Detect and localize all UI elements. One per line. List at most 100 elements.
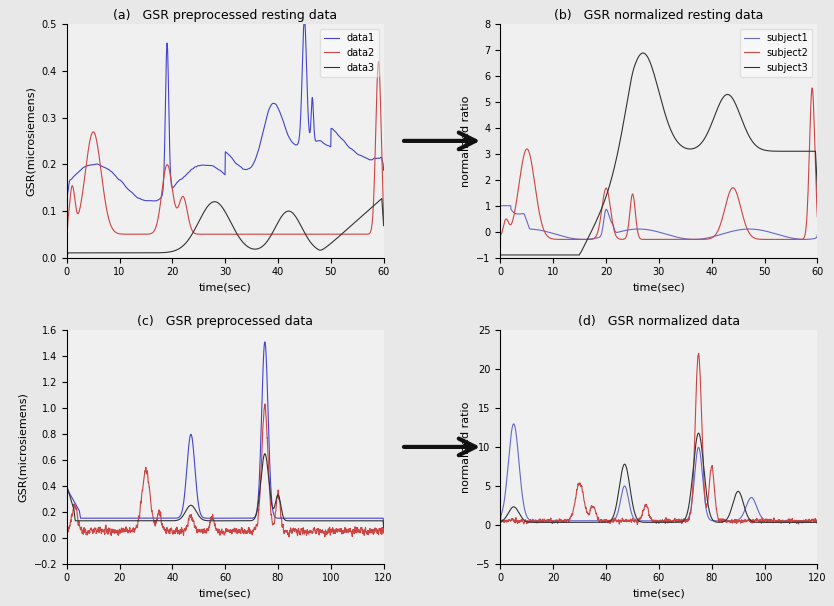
subject1 [764, 517, 774, 524]
subject2 [694, 350, 704, 357]
data2 [235, 230, 245, 238]
subject3 [812, 185, 822, 192]
data2 [379, 217, 389, 224]
subject3 [639, 519, 649, 526]
subject1 [800, 236, 810, 243]
subject1 [602, 207, 612, 214]
subject1 [539, 517, 549, 524]
subject2 [539, 516, 549, 524]
data2 [86, 525, 96, 532]
Y-axis label: GSR(microsiemens): GSR(microsiemens) [26, 86, 36, 196]
data2 [62, 530, 72, 538]
subject2 [807, 84, 817, 92]
data3 [62, 508, 72, 516]
data2 [330, 527, 340, 534]
data3 [379, 222, 389, 229]
Line: data1: data1 [67, 342, 384, 525]
subject2 [651, 236, 661, 243]
subject1 [530, 517, 540, 524]
subject2 [662, 236, 672, 243]
data1 [379, 521, 389, 528]
data1 [105, 514, 115, 522]
Y-axis label: normalized ratio: normalized ratio [461, 95, 471, 187]
subject3 [549, 251, 559, 259]
data3 [62, 251, 72, 259]
data1 [70, 500, 80, 507]
subject3 [539, 519, 549, 526]
subject1 [549, 230, 559, 238]
Y-axis label: GSR(microsiemens): GSR(microsiemens) [18, 392, 28, 502]
data1 [229, 156, 239, 164]
subject3 [602, 190, 612, 197]
data3 [229, 224, 239, 231]
subject3 [662, 117, 672, 124]
data3 [379, 524, 389, 531]
data1 [330, 514, 340, 522]
subject3 [812, 520, 822, 527]
subject3 [495, 251, 505, 259]
subject1 [812, 231, 822, 239]
data2 [168, 193, 178, 201]
subject3 [669, 133, 679, 140]
subject2 [537, 222, 547, 230]
Line: subject2: subject2 [500, 353, 817, 525]
data3 [105, 517, 115, 524]
data1 [62, 510, 72, 517]
data2 [115, 230, 125, 238]
data3 [260, 450, 270, 458]
subject1 [640, 517, 650, 524]
data1 [199, 161, 209, 168]
data2 [205, 514, 215, 522]
data3 [205, 517, 215, 524]
Title: (d)   GSR normalized data: (d) GSR normalized data [578, 315, 740, 328]
data3 [168, 247, 178, 255]
subject1 [509, 420, 519, 427]
Line: data2: data2 [67, 62, 384, 241]
data2 [70, 505, 80, 513]
X-axis label: time(sec): time(sec) [198, 283, 252, 293]
data2 [199, 230, 209, 238]
subject1 [537, 227, 547, 235]
subject2 [812, 213, 822, 221]
data2 [62, 238, 72, 245]
subject1 [669, 233, 679, 240]
Title: (a)   GSR preprocessed resting data: (a) GSR preprocessed resting data [113, 8, 337, 22]
data3 [235, 235, 245, 242]
subject1 [495, 517, 505, 524]
data3 [86, 517, 96, 524]
Line: subject1: subject1 [500, 205, 817, 239]
data2 [105, 530, 115, 537]
data1 [205, 514, 215, 522]
subject2 [520, 518, 530, 525]
data2 [229, 230, 239, 238]
subject2 [495, 230, 505, 238]
data2 [97, 529, 107, 536]
subject2 [640, 504, 650, 511]
data1 [115, 176, 125, 184]
subject3 [694, 430, 704, 437]
subject3 [537, 251, 547, 259]
subject1 [504, 450, 514, 458]
data1 [62, 204, 72, 211]
Line: subject2: subject2 [500, 88, 817, 239]
subject3 [633, 55, 643, 62]
subject1 [495, 202, 505, 209]
data1 [97, 514, 107, 522]
data3 [103, 249, 113, 256]
data3 [115, 249, 125, 256]
subject1 [662, 231, 672, 238]
subject3 [520, 517, 530, 524]
subject2 [632, 521, 642, 528]
subject2 [812, 519, 822, 527]
data3 [70, 517, 80, 524]
subject3 [504, 508, 514, 515]
data3 [97, 517, 107, 524]
X-axis label: time(sec): time(sec) [198, 589, 252, 599]
data3 [377, 195, 387, 202]
subject2 [633, 229, 643, 236]
data2 [284, 533, 294, 541]
Legend: subject1, subject2, subject3: subject1, subject2, subject3 [741, 29, 812, 76]
data1 [103, 166, 113, 173]
data2 [374, 58, 384, 65]
subject3 [530, 519, 540, 526]
